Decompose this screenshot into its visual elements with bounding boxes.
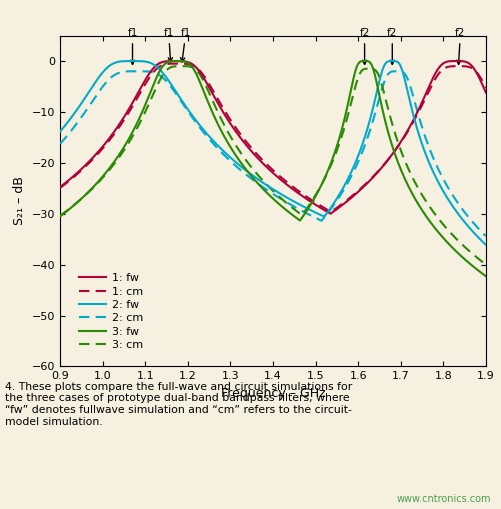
Text: f1: f1 (163, 28, 174, 62)
Text: f2: f2 (359, 28, 370, 64)
Text: www.cntronics.com: www.cntronics.com (396, 494, 491, 504)
Text: 4. These plots compare the full-wave and circuit simulations for
the three cases: 4. These plots compare the full-wave and… (5, 382, 352, 427)
Text: f1: f1 (127, 28, 138, 64)
Text: f2: f2 (387, 28, 397, 64)
Text: f2: f2 (455, 28, 465, 65)
Text: f1: f1 (180, 28, 191, 62)
Y-axis label: S₂₁ – dB: S₂₁ – dB (13, 177, 26, 225)
X-axis label: Frequency – GHz: Frequency – GHz (221, 387, 325, 400)
Legend: 1: fw, 1: cm, 2: fw, 2: cm, 3: fw, 3: cm: 1: fw, 1: cm, 2: fw, 2: cm, 3: fw, 3: cm (74, 269, 148, 354)
